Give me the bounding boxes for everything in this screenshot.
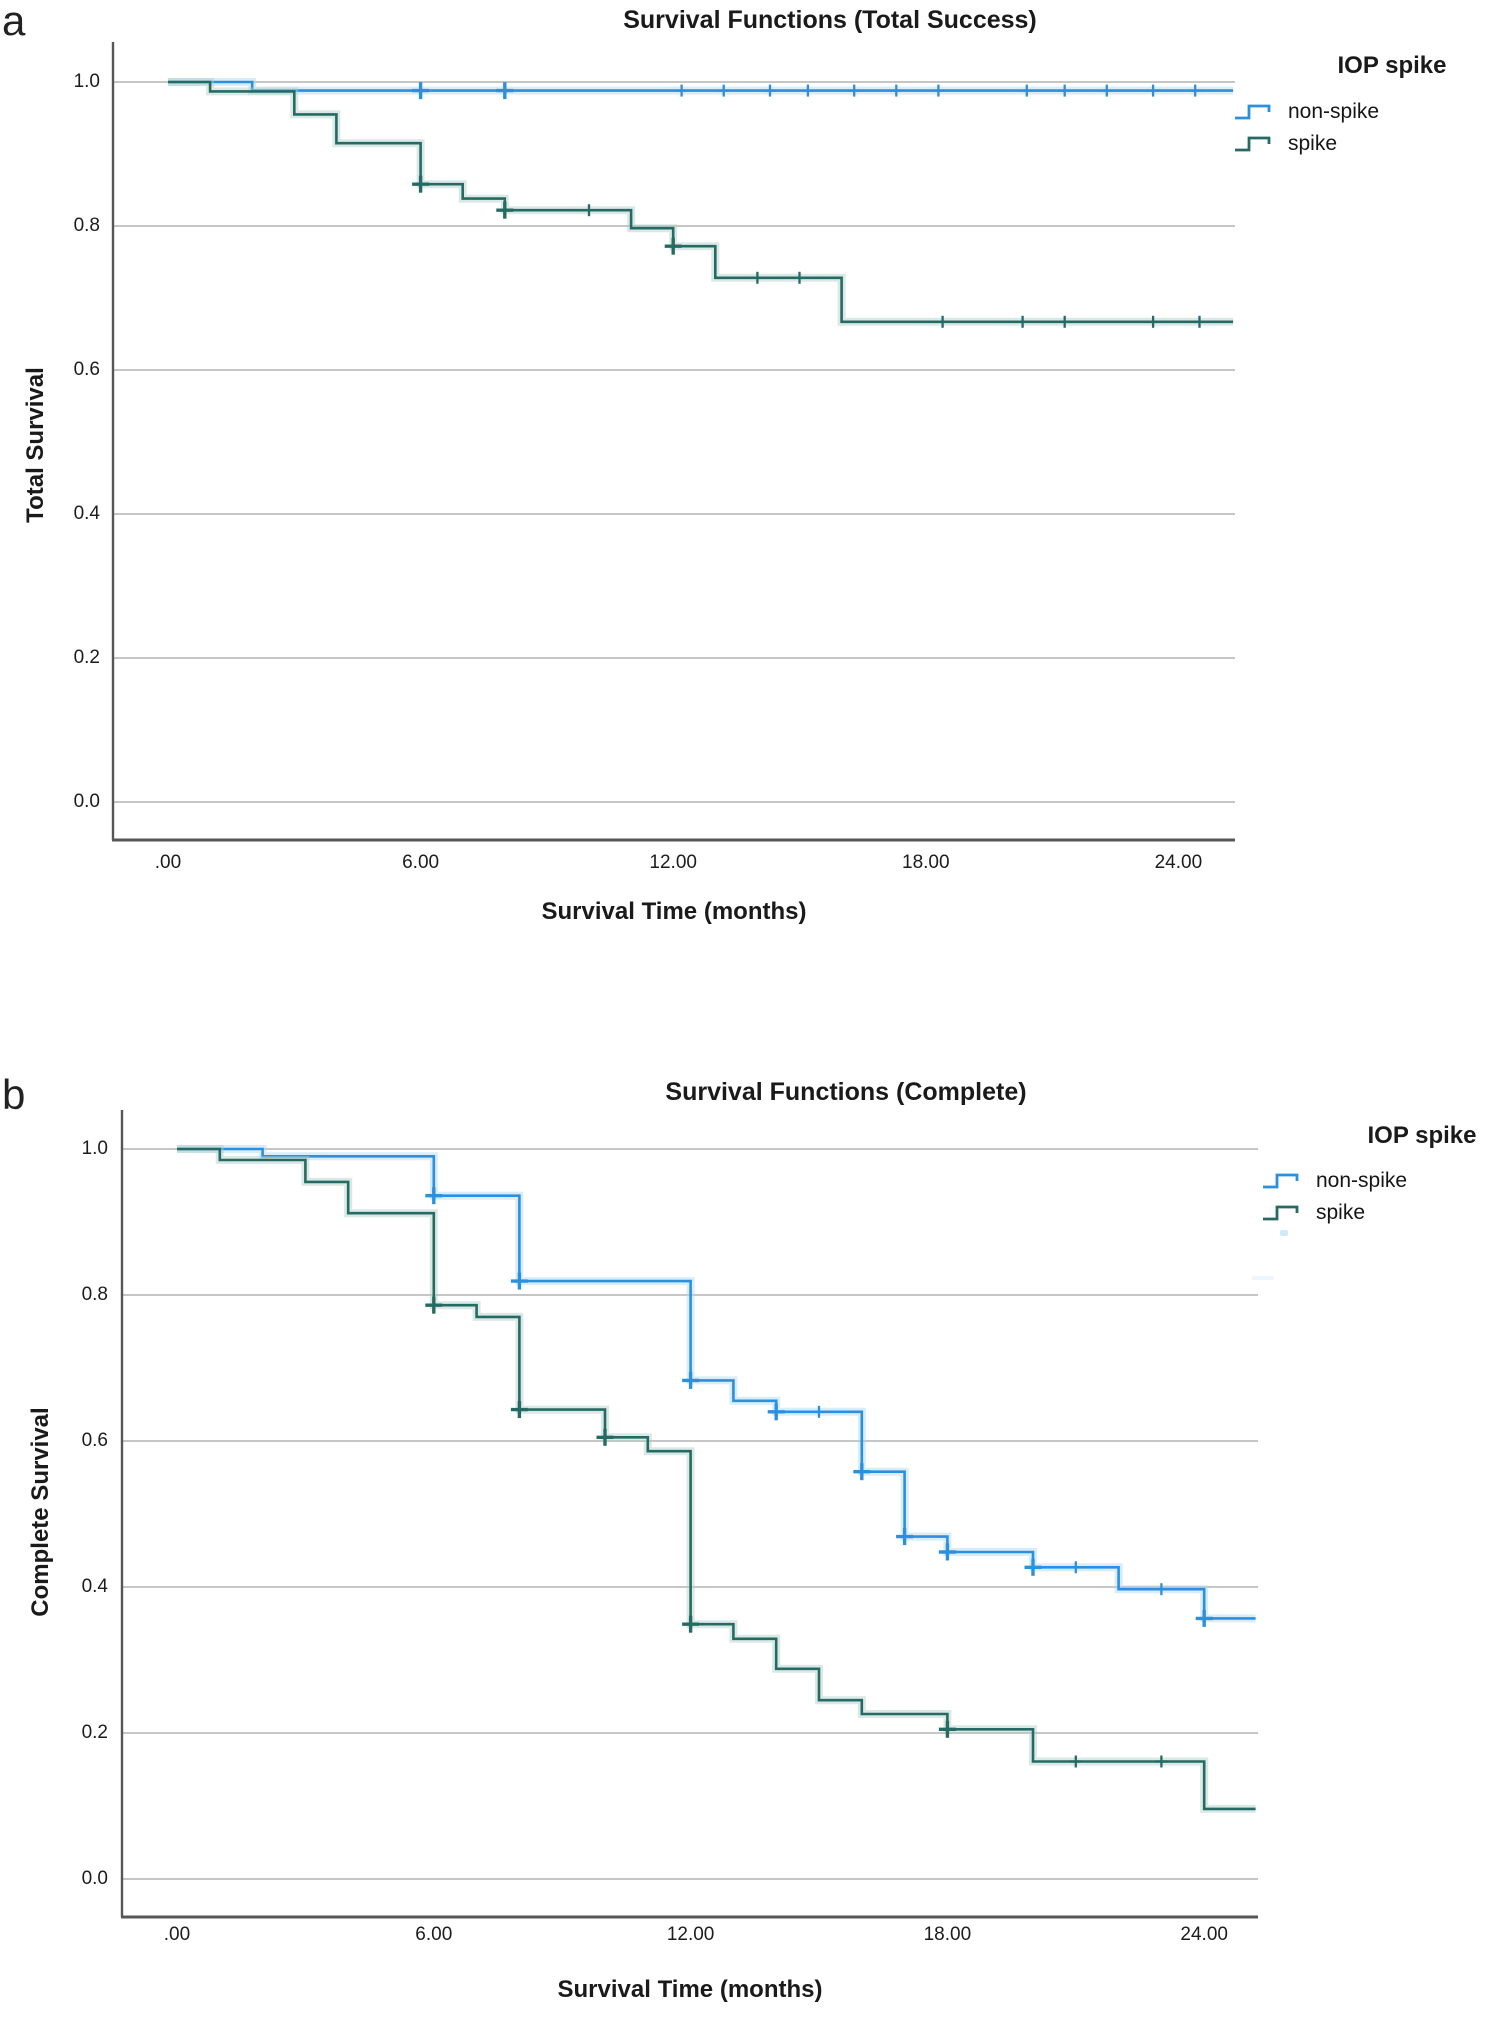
survival-curve-halo-spike [177, 1145, 1256, 1813]
non-spike-step-line-icon [1263, 1173, 1299, 1189]
panel-b-legend-label-spike: spike [1316, 1201, 1366, 1224]
spike-step-line-icon [1235, 136, 1271, 152]
panel-b-x-tick-label: 18.00 [923, 1924, 972, 1945]
panel-b-x-tick-label: 6.00 [415, 1924, 453, 1945]
panel-b-legend-label-non-spike: non-spike [1316, 1169, 1408, 1192]
non-spike-step-line-icon [1235, 104, 1271, 120]
panel-a-y-tick-label: 0.8 [73, 215, 100, 236]
panel-a-y-tick-label: 0.4 [73, 503, 100, 524]
spike-step-line-icon [1263, 1205, 1299, 1221]
survival-curve-spike [168, 80, 1234, 324]
panel-b-x-tick-label: 24.00 [1180, 1924, 1228, 1945]
panel-a-y-axis-title: Total Survival [22, 367, 49, 523]
panel-b-y-axis-title: Complete Survival [27, 1407, 54, 1617]
panel-a-x-tick-label: 24.00 [1154, 852, 1203, 873]
panel-a-title: Survival Functions (Total Success) [623, 6, 1037, 34]
panel-b-y-tick-label: 0.8 [81, 1284, 108, 1305]
panel-a-legend-title: IOP spike [1337, 52, 1447, 79]
panel-a-x-tick-label: 18.00 [902, 852, 950, 873]
survival-curve-halo-non-spike [177, 1145, 1256, 1623]
panel-a-letter: a [2, 0, 26, 44]
panel-b-x-tick-label: 12.00 [666, 1924, 715, 1945]
panel-b-y-tick-label: 0.2 [81, 1722, 108, 1743]
panel-a-y-tick-label: 0.0 [73, 791, 100, 812]
panel-b-legend-title: IOP spike [1367, 1122, 1477, 1149]
legend-artifact-dash [1252, 1276, 1274, 1280]
panel-b-title: Survival Functions (Complete) [665, 1078, 1027, 1106]
panel-b-y-tick-label: 1.0 [81, 1138, 108, 1159]
panel-b-x-axis-title: Survival Time (months) [557, 1976, 823, 2003]
panel-a-legend-label-spike: spike [1288, 132, 1338, 155]
panel-b-y-tick-label: 0.4 [81, 1576, 108, 1597]
panel-a-legend-item-spike: spike [1233, 133, 1337, 155]
panel-b-legend-item-spike: spike [1261, 1202, 1365, 1224]
survival-curve-spike [177, 1147, 1256, 1811]
survival-curve-non-spike [168, 80, 1234, 92]
panel-b-y-tick-label: 0.6 [81, 1430, 108, 1451]
panel-a-x-tick-label: .00 [154, 852, 182, 873]
panel-b-legend-item-non-spike: non-spike [1261, 1170, 1407, 1192]
panel-a-y-tick-label: 1.0 [73, 71, 100, 92]
survival-curve-halo-spike [168, 78, 1234, 326]
legend-artifact-dot [1280, 1230, 1288, 1236]
panel-a-legend-item-non-spike: non-spike [1233, 101, 1379, 123]
panel-b-x-tick-label: .00 [163, 1924, 191, 1945]
panel-a-y-tick-label: 0.2 [73, 647, 100, 668]
panel-b-y-tick-label: 0.0 [81, 1868, 108, 1889]
panel-a-y-tick-label: 0.6 [73, 359, 100, 380]
panel-b-letter: b [2, 1071, 26, 1118]
panel-a-x-axis-title: Survival Time (months) [541, 898, 807, 925]
panel-a-x-tick-label: 12.00 [649, 852, 697, 873]
panel-a-legend-label-non-spike: non-spike [1288, 100, 1380, 123]
panel-a-x-tick-label: 6.00 [402, 852, 440, 873]
